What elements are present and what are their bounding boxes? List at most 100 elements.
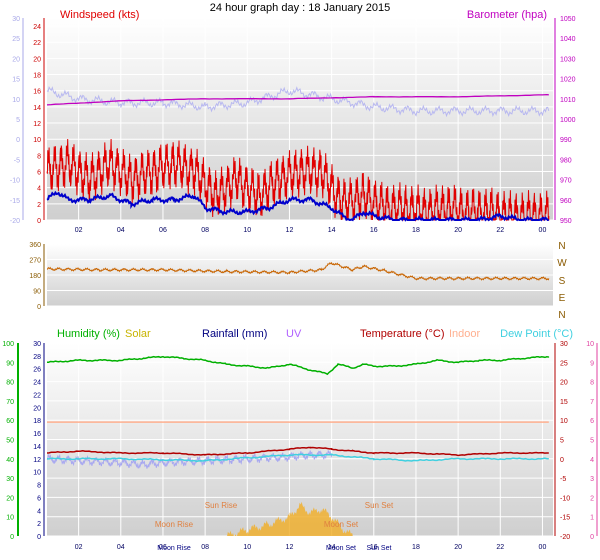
barometer-tick-label: 1050 — [560, 16, 576, 23]
temp-scale-tick-label: -10 — [10, 178, 20, 185]
temperature-right-tick-label: -10 — [560, 495, 570, 502]
barometer-tick-label: 980 — [560, 157, 572, 164]
wind-x-tick-label: 22 — [496, 227, 504, 234]
wind-y-tick-label: 12 — [33, 121, 41, 128]
humidity-tick-label: 100 — [2, 341, 14, 348]
rainfall-tick-label: 0 — [37, 534, 41, 541]
graph-title: 24 hour graph day : 18 January 2015 — [210, 2, 390, 14]
rainfall-tick-label: 2 — [37, 521, 41, 528]
rainfall-tick-label: 26 — [33, 367, 41, 374]
uv-tick-label: 4 — [590, 457, 594, 464]
temperature-right-tick-label: -15 — [560, 515, 570, 522]
humidity-series-line — [47, 355, 550, 376]
barometer-tick-label: 970 — [560, 178, 572, 185]
indoor-legend: Indoor — [449, 328, 481, 340]
temperature-x-tick-label: 08 — [201, 544, 209, 551]
rainfall-tick-label: 8 — [37, 483, 41, 490]
sun-set-axis-label: Sun Set — [367, 545, 392, 552]
humidity-tick-label: 40 — [6, 457, 14, 464]
barometer-tick-label: 1030 — [560, 56, 576, 63]
temp-scale-tick-label: 20 — [12, 56, 20, 63]
direction-tick-label: 270 — [29, 258, 41, 265]
uv-tick-label: 1 — [590, 515, 594, 522]
wind-y-tick-label: 20 — [33, 56, 41, 63]
wind-y-tick-label: 4 — [37, 186, 41, 193]
barometer-tick-label: 990 — [560, 137, 572, 144]
barometer-tick-label: 1020 — [560, 77, 576, 84]
temperature-right-tick-label: 25 — [560, 360, 568, 367]
avg-windspeed-series-line — [46, 190, 549, 222]
solar-area — [226, 501, 353, 536]
barometer-tick-label: 1000 — [560, 117, 576, 124]
windspeed-legend: Windspeed (kts) — [60, 9, 139, 21]
wind-x-tick-label: 16 — [370, 227, 378, 234]
wind-y-tick-label: 14 — [33, 105, 41, 112]
temperature-x-tick-label: 04 — [117, 544, 125, 551]
wind-x-tick-label: 04 — [117, 227, 125, 234]
sun-rise-label: Sun Rise — [205, 501, 238, 510]
humidity-tick-label: 60 — [6, 418, 14, 425]
humidity-tick-label: 20 — [6, 495, 14, 502]
compass-label: E — [559, 293, 566, 304]
rainfall-tick-label: 22 — [33, 392, 41, 399]
humidity-tick-label: 30 — [6, 476, 14, 483]
dewpoint-legend: Dew Point (°C) — [500, 328, 573, 340]
moon-rise-axis-label: Moon Rise — [157, 545, 191, 552]
wind-x-tick-label: 18 — [412, 227, 420, 234]
wind-x-tick-label: 10 — [243, 227, 251, 234]
wind-y-tick-label: 16 — [33, 89, 41, 96]
rainfall-tick-label: 10 — [33, 470, 41, 477]
temperature-right-tick-label: 10 — [560, 418, 568, 425]
temperature-x-tick-label: 12 — [286, 544, 294, 551]
uv-tick-label: 10 — [586, 341, 594, 348]
humidity-tick-label: 0 — [10, 534, 14, 541]
temperature-legend: Temperature (°C) — [360, 328, 444, 340]
barometer-tick-label: 960 — [560, 198, 572, 205]
temperature-right-tick-label: 5 — [560, 438, 564, 445]
temp-scale-tick-label: 15 — [12, 77, 20, 84]
temperature-x-tick-label: 00 — [539, 544, 547, 551]
wind-y-tick-label: 2 — [37, 202, 41, 209]
rainfall-tick-label: 12 — [33, 457, 41, 464]
barometer-tick-label: 1040 — [560, 36, 576, 43]
temp-scale-tick-label: -5 — [14, 157, 20, 164]
rainfall-tick-label: 4 — [37, 508, 41, 515]
wind-y-tick-label: 22 — [33, 40, 41, 47]
wind-x-tick-label: 08 — [201, 227, 209, 234]
compass-label: N — [558, 241, 565, 252]
rainfall-tick-label: 24 — [33, 380, 41, 387]
temp-scale-tick-label: -15 — [10, 198, 20, 205]
uv-tick-label: 9 — [590, 360, 594, 367]
rainfall-tick-label: 18 — [33, 418, 41, 425]
temperature-right-tick-label: 30 — [560, 341, 568, 348]
uv-legend: UV — [286, 328, 302, 340]
wind-y-tick-label: 0 — [37, 218, 41, 225]
temperature-x-tick-label: 06 — [159, 544, 167, 551]
temp-scale-tick-label: -20 — [10, 218, 20, 225]
temperature-x-tick-label: 10 — [243, 544, 251, 551]
uv-tick-label: 8 — [590, 380, 594, 387]
humidity-legend: Humidity (%) — [57, 328, 120, 340]
compass-label: S — [559, 276, 566, 287]
temperature-x-tick-label: 22 — [496, 544, 504, 551]
rainfall-tick-label: 20 — [33, 405, 41, 412]
wind-direction-series-line — [46, 261, 550, 281]
moon-set-axis-label: Moon Set — [326, 545, 356, 552]
temperature-x-tick-label: 18 — [412, 544, 420, 551]
rainfall-tick-label: 16 — [33, 431, 41, 438]
rainfall-tick-label: 6 — [37, 495, 41, 502]
dewpoint-series-line — [46, 453, 549, 463]
wind-x-tick-label: 12 — [286, 227, 294, 234]
uv-tick-label: 7 — [590, 399, 594, 406]
wind-x-tick-label: 00 — [539, 227, 547, 234]
temperature-x-tick-label: 20 — [454, 544, 462, 551]
wind-y-tick-label: 10 — [33, 137, 41, 144]
temperature-right-tick-label: 20 — [560, 380, 568, 387]
direction-tick-label: 180 — [29, 273, 41, 280]
wind-x-tick-label: 02 — [75, 227, 83, 234]
windspeed-series-line — [46, 138, 550, 222]
temperature-series-line — [46, 446, 549, 457]
humidity-tick-label: 70 — [6, 399, 14, 406]
